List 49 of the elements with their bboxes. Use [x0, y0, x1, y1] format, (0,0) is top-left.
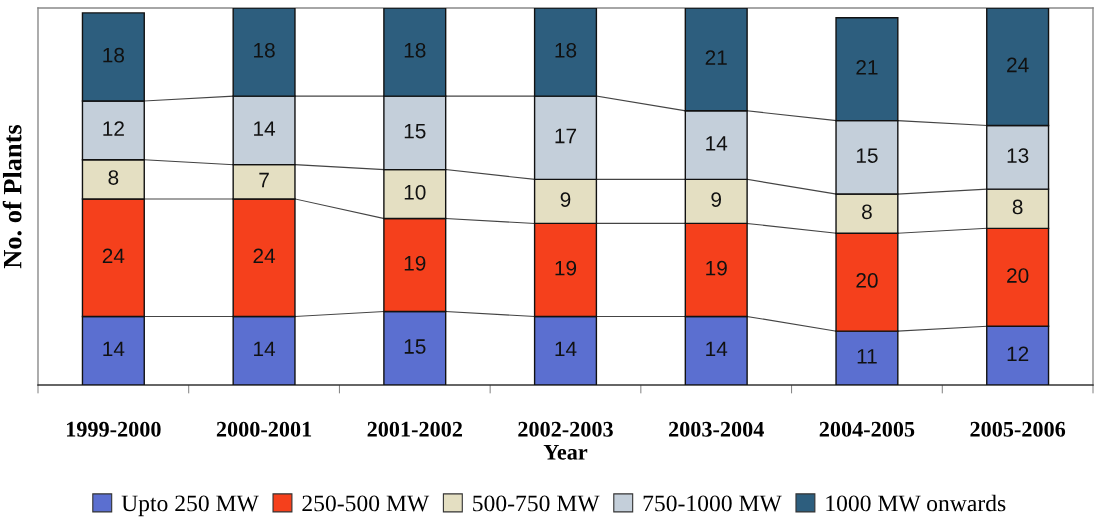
y-axis-title: No. of Plants [2, 124, 22, 269]
data-label: 15 [404, 123, 426, 139]
data-label: 19 [555, 260, 577, 276]
data-label: 9 [711, 192, 722, 207]
x-tick-label: 2005-2006 [970, 421, 1066, 437]
data-label: 15 [856, 148, 878, 163]
data-label: 12 [103, 121, 124, 136]
x-tick-label: 2004-2005 [819, 421, 915, 437]
data-label: 14 [706, 341, 728, 357]
data-label: 14 [254, 341, 276, 357]
data-label: 7 [259, 172, 269, 188]
x-axis-title: Year [543, 444, 588, 460]
data-label: 11 [857, 349, 877, 364]
x-tick-label: 1999-2000 [66, 421, 161, 437]
data-label: 13 [1007, 148, 1029, 163]
data-label: 19 [404, 255, 426, 271]
data-label: 24 [102, 248, 125, 264]
legend-label: 500-750 MW [473, 495, 600, 512]
data-label: 12 [1007, 346, 1029, 362]
data-label: 19 [706, 260, 727, 276]
data-label: 10 [404, 184, 426, 200]
data-label: 14 [555, 341, 577, 357]
data-label: 17 [555, 128, 577, 144]
data-label: 24 [1007, 57, 1029, 73]
data-label: 24 [253, 248, 276, 264]
data-label: 15 [404, 339, 426, 354]
data-label: 14 [254, 121, 276, 136]
data-label: 8 [1012, 199, 1023, 215]
data-label: 18 [555, 42, 577, 58]
data-label: 18 [254, 42, 275, 58]
legend-label: Upto 250 MW [121, 495, 259, 517]
data-label: 14 [103, 341, 125, 357]
legend-label: 1000 MW onwards [826, 494, 1006, 512]
data-label: 14 [706, 136, 728, 151]
data-label: 21 [705, 50, 727, 65]
data-label: 8 [108, 170, 119, 185]
x-tick-label: 2003-2004 [669, 421, 764, 437]
x-tick-label: 2001-2002 [367, 421, 462, 437]
legend-label: 750-1000 MW [643, 495, 782, 512]
data-label: 9 [560, 192, 571, 207]
data-label: 18 [404, 42, 426, 58]
legend-label: 250-500 MW [302, 495, 430, 512]
data-label: 20 [856, 273, 878, 288]
x-tick-label: 2002-2003 [518, 421, 613, 437]
data-label: 21 [856, 60, 878, 75]
data-label: 20 [1007, 268, 1029, 283]
data-label: 8 [862, 204, 872, 220]
x-tick-label: 2000-2001 [216, 421, 312, 437]
data-label: 18 [103, 47, 125, 63]
